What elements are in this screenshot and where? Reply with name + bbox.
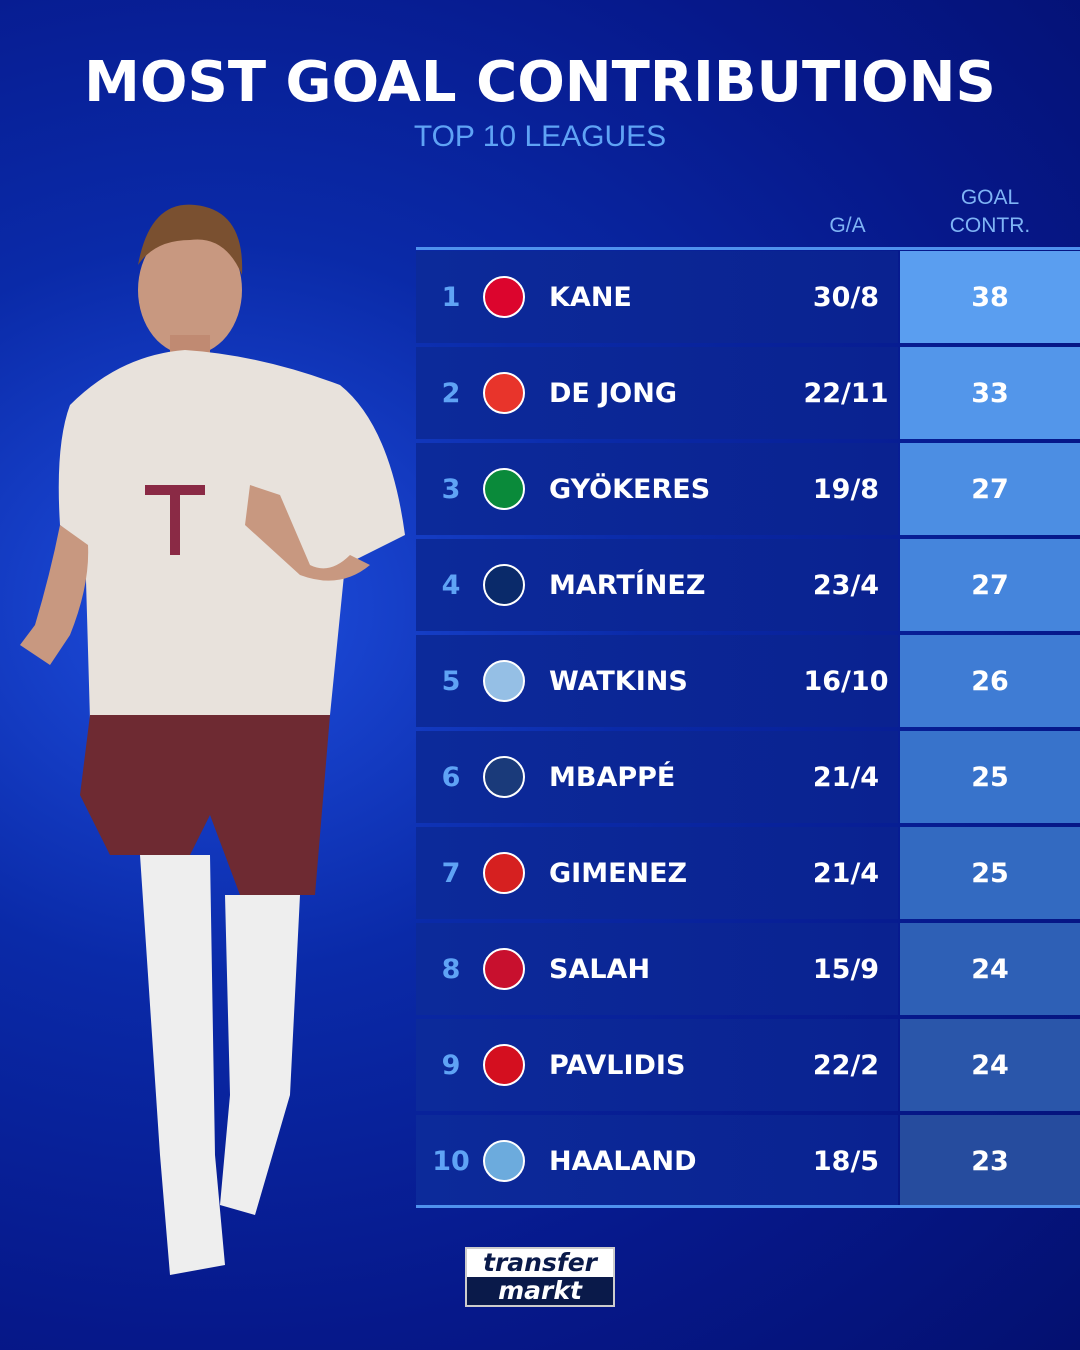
player-name: KANE — [549, 281, 632, 313]
club-crest-icon — [483, 1140, 525, 1182]
goals-assists: 21/4 — [812, 761, 880, 793]
table-row: 6 MBAPPÉ 21/4 25 — [416, 731, 1080, 823]
goal-contributions: 27 — [900, 539, 1080, 631]
goals-assists: 21/4 — [812, 857, 880, 889]
goal-contributions: 23 — [900, 1115, 1080, 1207]
rank: 10 — [432, 1145, 470, 1177]
goals-assists: 23/4 — [812, 569, 880, 601]
goal-contributions: 27 — [900, 443, 1080, 535]
rank: 5 — [441, 665, 461, 697]
player-name: PAVLIDIS — [549, 1049, 686, 1081]
table-row: 9 PAVLIDIS 22/2 24 — [416, 1019, 1080, 1111]
goal-contributions: 33 — [900, 347, 1080, 439]
page-subtitle: TOP 10 LEAGUES — [413, 120, 667, 153]
club-crest-icon — [483, 276, 525, 318]
column-header-goal-contr-line1: GOAL — [960, 186, 1020, 209]
table-row: 10 HAALAND 18/5 23 — [416, 1115, 1080, 1207]
player-name: HAALAND — [549, 1145, 697, 1177]
club-crest-icon — [483, 372, 525, 414]
club-crest-icon — [483, 468, 525, 510]
goal-contributions: 24 — [900, 1019, 1080, 1111]
goals-assists: 19/8 — [812, 473, 880, 505]
club-crest-icon — [483, 756, 525, 798]
player-name: GIMENEZ — [549, 857, 688, 889]
goal-contributions: 38 — [900, 251, 1080, 343]
table-row: 7 GIMENEZ 21/4 25 — [416, 827, 1080, 919]
logo-line1: transfer — [467, 1249, 613, 1277]
club-crest-icon — [483, 564, 525, 606]
rank: 4 — [441, 569, 461, 601]
table-row: 4 MARTÍNEZ 23/4 27 — [416, 539, 1080, 631]
page-title: MOST GOAL CONTRIBUTIONS — [84, 50, 996, 115]
table-row: 2 DE JONG 22/11 33 — [416, 347, 1080, 439]
goals-assists: 15/9 — [812, 953, 880, 985]
logo-line2: markt — [467, 1277, 613, 1305]
table-row: 1 KANE 30/8 38 — [416, 251, 1080, 343]
goal-contributions: 26 — [900, 635, 1080, 727]
club-crest-icon — [483, 852, 525, 894]
table-row: 5 WATKINS 16/10 26 — [416, 635, 1080, 727]
goal-contributions: 25 — [900, 731, 1080, 823]
player-name: MARTÍNEZ — [549, 569, 706, 601]
club-crest-icon — [483, 948, 525, 990]
goals-assists: 22/2 — [812, 1049, 880, 1081]
player-name: WATKINS — [549, 665, 688, 697]
goals-assists: 18/5 — [812, 1145, 880, 1177]
rank: 9 — [441, 1049, 461, 1081]
table-top-divider — [416, 247, 1080, 250]
goals-assists: 22/11 — [803, 377, 889, 409]
table-row: 8 SALAH 15/9 24 — [416, 923, 1080, 1015]
player-name: SALAH — [549, 953, 651, 985]
player-name: DE JONG — [549, 377, 678, 409]
goal-contributions: 24 — [900, 923, 1080, 1015]
column-header-goal-contr-line2: CONTR. — [949, 214, 1031, 237]
transfermarkt-logo: transfer markt — [465, 1247, 615, 1307]
column-header-ga: G/A — [829, 214, 866, 237]
rank: 6 — [441, 761, 461, 793]
column-header-goal-contr: GOAL CONTR. — [900, 184, 1080, 240]
table-bottom-divider — [416, 1205, 1080, 1208]
goals-assists: 30/8 — [812, 281, 880, 313]
rank: 8 — [441, 953, 461, 985]
player-name: MBAPPÉ — [549, 761, 676, 793]
rank: 7 — [441, 857, 461, 889]
goal-contributions: 25 — [900, 827, 1080, 919]
table-row: 3 GYÖKERES 19/8 27 — [416, 443, 1080, 535]
club-crest-icon — [483, 1044, 525, 1086]
player-photo — [10, 195, 420, 1289]
club-crest-icon — [483, 660, 525, 702]
rank: 1 — [441, 281, 461, 313]
rank: 3 — [441, 473, 461, 505]
goals-assists: 16/10 — [803, 665, 889, 697]
player-name: GYÖKERES — [549, 473, 711, 505]
rank: 2 — [441, 377, 461, 409]
